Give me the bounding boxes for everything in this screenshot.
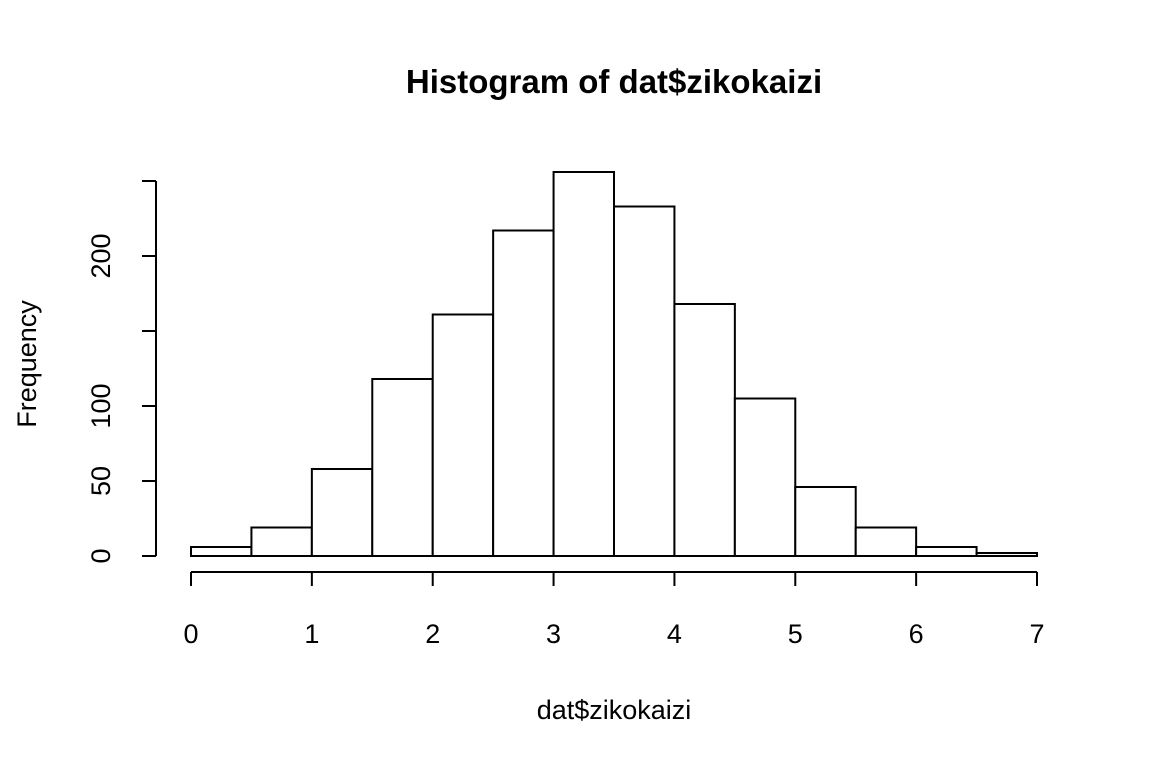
x-tick-label: 6 <box>909 619 924 649</box>
x-tick-label: 2 <box>425 619 440 649</box>
y-tick-label: 50 <box>86 466 116 496</box>
chart-title: Histogram of dat$zikokaizi <box>406 63 822 100</box>
histogram-bar <box>975 552 1038 557</box>
histogram-bar <box>371 378 434 557</box>
y-tick-label: 100 <box>86 383 116 428</box>
histogram-bar <box>250 526 313 557</box>
x-tick-label: 7 <box>1029 619 1044 649</box>
histogram-bar <box>310 468 374 557</box>
histogram-bar <box>854 526 918 557</box>
y-axis-label: Frequency <box>12 300 42 428</box>
histogram-bar <box>492 229 555 557</box>
x-axis-label: dat$zikokaizi <box>537 695 692 725</box>
x-tick-label: 1 <box>304 619 319 649</box>
y-tick-label: 200 <box>86 233 116 278</box>
histogram-bar <box>915 546 978 557</box>
histogram-bar <box>733 397 797 557</box>
x-tick-label: 4 <box>667 619 682 649</box>
histogram-bar <box>190 546 253 557</box>
x-tick-label: 5 <box>788 619 803 649</box>
x-tick-label: 0 <box>183 619 198 649</box>
histogram-bar <box>552 171 615 557</box>
histogram-bar <box>613 205 676 557</box>
x-tick-label: 3 <box>546 619 561 649</box>
y-axis: 0 50 100 200 <box>86 180 157 564</box>
bars <box>190 171 1038 557</box>
x-axis: 0 1 2 3 4 5 6 7 <box>183 571 1045 649</box>
histogram-bar <box>673 303 736 557</box>
histogram-bar <box>794 486 857 557</box>
histogram-bar <box>431 313 495 557</box>
y-tick-label: 0 <box>86 548 116 563</box>
